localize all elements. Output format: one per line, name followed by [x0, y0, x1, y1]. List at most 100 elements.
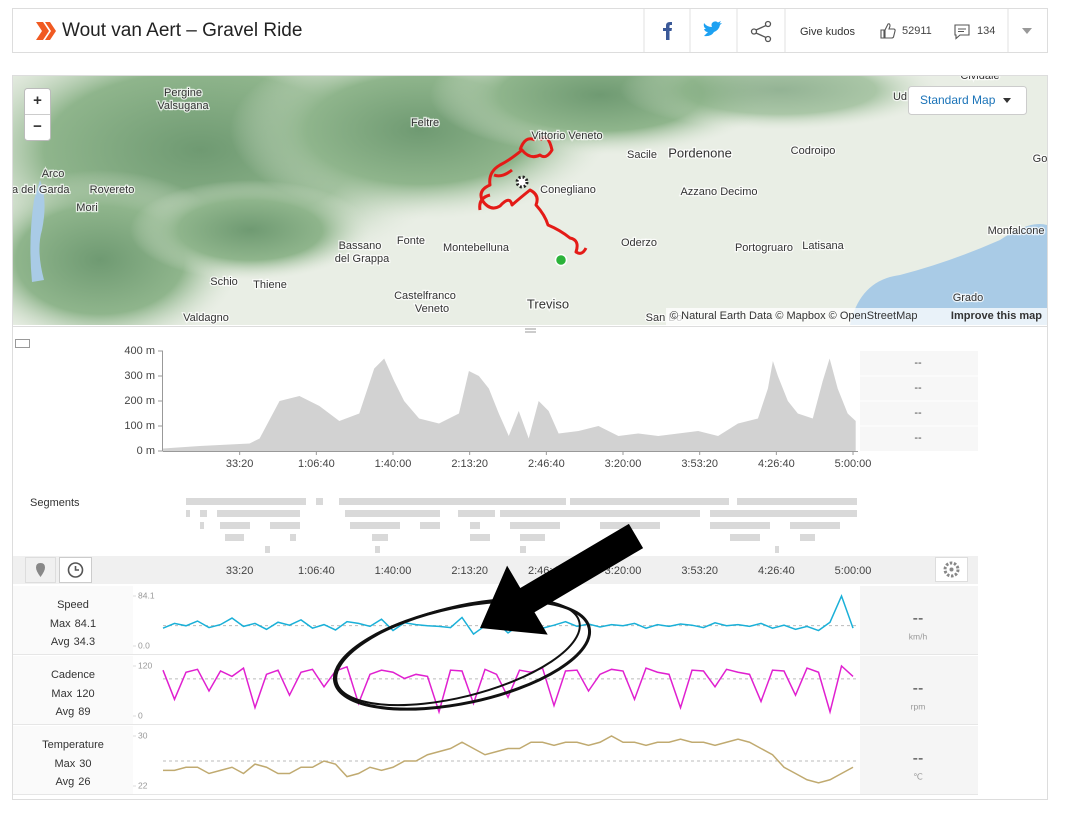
- map-label: Ud: [893, 91, 907, 103]
- stream-stat-bg: [860, 656, 978, 724]
- stat-value: --: [914, 382, 922, 394]
- segment-bar: [200, 522, 204, 529]
- more-menu[interactable]: [1022, 28, 1032, 34]
- timeline-tick-label: 1:06:40: [298, 565, 335, 577]
- map-style-select[interactable]: [908, 86, 1027, 115]
- map-label: Codroipo: [791, 145, 836, 157]
- zoom-in[interactable]: +: [33, 92, 42, 109]
- segment-bar: [372, 534, 388, 541]
- x-tick-label: 1:40:00: [375, 458, 412, 470]
- lake: [30, 180, 45, 282]
- stream-name: Cadence: [51, 669, 95, 681]
- keyboard-icon[interactable]: [15, 339, 30, 348]
- map-label: Cividale: [960, 70, 999, 82]
- kudos-count[interactable]: 52911: [902, 25, 932, 37]
- segment-bar: [225, 534, 244, 541]
- stream-label-bg: [13, 586, 133, 654]
- timeline-tick-label: 4:26:40: [758, 565, 795, 577]
- y-tick-label: 0 m: [137, 445, 155, 457]
- comment-count[interactable]: 134: [977, 25, 995, 37]
- stream-avg: Avg 89: [55, 706, 90, 718]
- timeline-tick-label: 1:40:00: [375, 565, 412, 577]
- segment-bar: [220, 522, 250, 529]
- x-tick-label: 1:06:40: [298, 458, 335, 470]
- segments-label: Segments: [30, 497, 80, 509]
- segment-bar: [800, 534, 815, 541]
- x-tick-label: 5:00:00: [835, 458, 872, 470]
- segment-bar: [500, 510, 700, 517]
- y-tick-label: 22: [138, 780, 148, 790]
- segment-bar: [290, 534, 296, 541]
- segment-bar: [350, 522, 400, 529]
- y-tick-label: 0.0: [138, 640, 150, 650]
- map-label: Montebelluna: [443, 242, 510, 254]
- y-tick-label: 300 m: [124, 370, 155, 382]
- stream-max: Max 30: [54, 758, 91, 770]
- segment-bar: [217, 510, 300, 517]
- stream-current: --: [913, 610, 924, 627]
- stream-label-bg: [13, 656, 133, 724]
- segment-bar: [200, 510, 207, 517]
- map-label: Portogruaro: [735, 242, 793, 254]
- comment-icon: [954, 24, 970, 40]
- stat-value: --: [914, 432, 922, 444]
- timeline-tick-label: 2:13:20: [451, 565, 488, 577]
- segment-bar: [339, 498, 566, 505]
- segment-bar: [186, 510, 190, 517]
- map-label: Veneto: [415, 303, 449, 315]
- map-label: Monfalcone: [988, 225, 1045, 237]
- max-label: Max: [50, 618, 71, 630]
- stat-value: --: [914, 357, 922, 369]
- map-label: Feltre: [411, 117, 439, 129]
- stream-panel: [13, 656, 978, 724]
- max-value: 120: [76, 688, 94, 700]
- y-tick-label: 400 m: [124, 345, 155, 357]
- segment-bar: [345, 510, 440, 517]
- segment-bar: [316, 498, 323, 505]
- avg-label: Avg: [55, 776, 74, 788]
- map-label: Grado: [953, 292, 984, 304]
- stream-line: [162, 593, 854, 636]
- attribution-bg: [666, 308, 1047, 325]
- stream-unit: rpm: [911, 701, 926, 711]
- map-style-label[interactable]: Standard Map: [920, 93, 996, 107]
- map-label: Bassano: [339, 240, 382, 252]
- segment-bar: [265, 546, 270, 553]
- segment-bar: [520, 534, 545, 541]
- segment-bar: [186, 498, 306, 505]
- max-label: Max: [54, 758, 75, 770]
- zoom-out[interactable]: −: [33, 118, 42, 135]
- segment-bar: [710, 510, 857, 517]
- twitter-share[interactable]: [703, 21, 722, 37]
- map-label: Rovereto: [90, 184, 135, 196]
- map-label: Go: [1033, 153, 1048, 165]
- stream-name: Temperature: [42, 739, 104, 751]
- segment-bar: [570, 498, 729, 505]
- resize-handle[interactable]: [525, 328, 536, 333]
- max-value: 30: [79, 758, 91, 770]
- stream-line: [162, 664, 854, 715]
- share-button[interactable]: [750, 20, 772, 43]
- map-label: Latisana: [802, 240, 844, 252]
- route: [478, 137, 536, 211]
- timeline-tick-label: 3:53:20: [681, 565, 718, 577]
- activity-title: Wout van Aert – Gravel Ride: [62, 20, 302, 41]
- stream-panel: [13, 726, 978, 794]
- y-tick-label: 200 m: [124, 395, 155, 407]
- improve-map[interactable]: Improve this map: [951, 310, 1042, 322]
- header-bar: [12, 8, 1048, 53]
- avg-value: 34.3: [74, 636, 95, 648]
- segment-bar: [420, 522, 440, 529]
- x-tick-label: 3:53:20: [681, 458, 718, 470]
- give-kudos[interactable]: Give kudos: [800, 26, 856, 38]
- y-tick-label: 30: [138, 730, 148, 740]
- pin-icon: [36, 563, 45, 577]
- map-label: Pergine: [164, 87, 202, 99]
- map-label: Schio: [210, 276, 238, 288]
- stream-current: --: [913, 680, 924, 697]
- gear-icon: [943, 561, 960, 578]
- segment-bar: [710, 522, 770, 529]
- facebook-share[interactable]: [663, 22, 672, 40]
